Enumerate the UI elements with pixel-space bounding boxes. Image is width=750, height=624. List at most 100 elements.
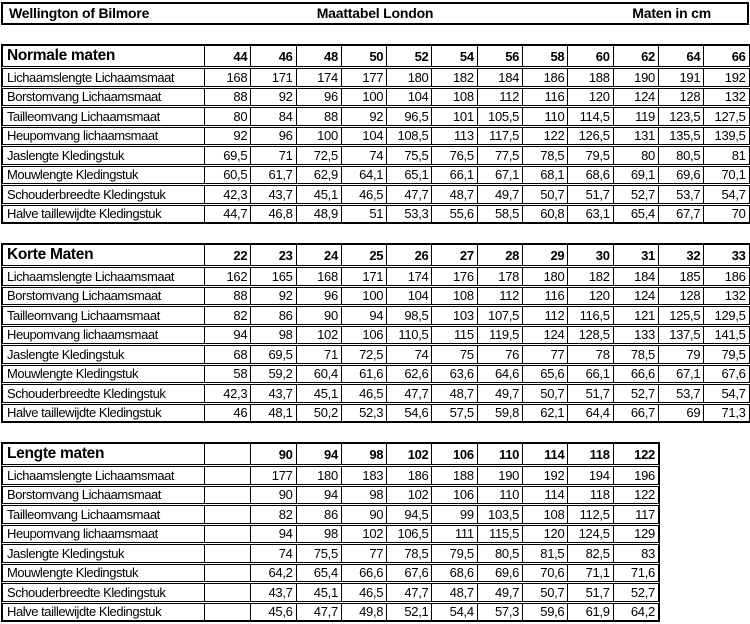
value-cell: 88 [233, 288, 248, 304]
size-header-cell: 25 [340, 245, 386, 265]
value-cell: 46 [233, 405, 248, 421]
value-cell: 52,7 [612, 385, 658, 402]
size-header-cell: 66 [703, 46, 748, 66]
document-title: Maattabel London [316, 5, 434, 21]
row-label: Tailleomvang Lichaamsmaat [3, 108, 205, 125]
table-row: Lichaamslengte Lichaamsmaat 177 180 183 186 1… [2, 466, 659, 485]
value-cell: 102 [386, 486, 431, 503]
value-cell: 59,8 [476, 404, 522, 421]
row-label: Lichaamslengte Lichaamsmaat [3, 467, 205, 484]
value-cell: 46,8 [250, 205, 295, 222]
value-cell: 190 [612, 69, 658, 86]
row-label: Schouderbreedte Kledingstuk [3, 385, 205, 402]
table-row: Jaslengte Kledingstuk 74 75,5 77 78,5 79,5 80,… [2, 544, 659, 563]
value-cell: 45,1 [295, 186, 341, 203]
value-cell: 182 [431, 69, 476, 86]
value-cell: 78,5 [612, 346, 658, 363]
value-cell: 196 [612, 467, 658, 484]
row-label: Jaslengte Kledingstuk [3, 147, 205, 164]
value-cell: 75,5 [295, 545, 341, 562]
blank-cell [205, 545, 250, 562]
value-cell: 99 [431, 506, 476, 523]
value-cell: 171 [340, 268, 386, 285]
table-row: Schouderbreedte Kledingstuk 43,7 45,1 46,5 4… [2, 583, 659, 602]
value-cell: 108 [522, 506, 567, 523]
size-header-cell: 50 [340, 46, 386, 66]
blank-cell [205, 506, 250, 523]
value-cell: 98,5 [386, 307, 431, 324]
document-title-bar: Wellington of Bilmore Maattabel London M… [1, 2, 749, 25]
size-header-cell: 48 [295, 46, 341, 66]
table-row: Borstomvang Lichaamsmaat 88 92 96 100 104 108 1… [2, 87, 750, 106]
size-header-cell: 94 [295, 444, 341, 464]
value-cell: 59,6 [522, 603, 567, 620]
value-cell: 116 [522, 287, 567, 304]
value-cell: 61,6 [340, 365, 386, 382]
value-cell: 82,5 [567, 545, 612, 562]
brand-name: Wellington of Bilmore [9, 5, 150, 21]
value-cell: 81,5 [522, 545, 567, 562]
value-cell: 46,5 [340, 186, 386, 203]
value-cell: 50,2 [295, 404, 341, 421]
value-cell: 192 [522, 467, 567, 484]
blank-header-cell [205, 444, 250, 464]
value-cell: 90 [295, 307, 341, 324]
value-cell: 47,7 [386, 385, 431, 402]
value-cell: 80,5 [657, 147, 703, 164]
value-cell: 66,6 [340, 564, 386, 581]
value-cell: 52,3 [340, 404, 386, 421]
table-row: Halve taillewijdte Kledingstuk 44,7 46,8 48… [2, 204, 750, 223]
table-title: Lengte maten [3, 444, 205, 464]
size-header-cell: 26 [386, 245, 431, 265]
value-cell: 82 [250, 506, 295, 523]
value-cell: 49,7 [476, 584, 522, 601]
value-cell: 45,6 [250, 603, 295, 620]
value-cell: 79 [657, 346, 703, 363]
value-cell: 121 [612, 307, 658, 324]
value-cell: 128,5 [567, 326, 612, 343]
value-cell: 74 [340, 147, 386, 164]
value-cell: 86 [295, 506, 341, 523]
value-cell: 49,7 [476, 186, 522, 203]
row-label: Jaslengte Kledingstuk [3, 346, 205, 363]
value-cell: 92 [250, 88, 295, 105]
value-cell: 44,7 [223, 206, 248, 222]
value-cell: 116,5 [567, 307, 612, 324]
size-header-cell: 90 [250, 444, 295, 464]
value-cell: 80 [233, 108, 248, 124]
value-cell: 70 [703, 205, 748, 222]
table-row: Tailleomvang Lichaamsmaat 82 86 90 94 98,5 103… [2, 306, 750, 325]
value-cell: 125,5 [657, 307, 703, 324]
size-header-cell: 44 [233, 48, 248, 64]
value-cell: 52,7 [612, 186, 658, 203]
value-cell: 75,5 [386, 147, 431, 164]
value-cell: 68,1 [522, 166, 567, 183]
value-cell: 74 [250, 545, 295, 562]
size-table-korte-maten: Korte Maten 22 23 24 25 26 27 28 29 30 31 32 33 Licha… [1, 243, 750, 423]
value-cell: 132 [703, 88, 748, 105]
value-cell: 119,5 [476, 326, 522, 343]
row-label: Schouderbreedte Kledingstuk [3, 584, 205, 601]
row-label: Halve taillewijdte Kledingstuk [3, 404, 205, 421]
value-cell: 129,5 [703, 307, 748, 324]
value-cell: 48,7 [431, 385, 476, 402]
table-row: Jaslengte Kledingstuk 69,5 71 72,5 74 75,5 76,… [2, 146, 750, 165]
value-cell: 67,6 [703, 365, 748, 382]
row-label: Lichaamslengte Lichaamsmaat [3, 69, 205, 86]
value-cell: 120 [567, 88, 612, 105]
value-cell: 131 [612, 127, 658, 144]
value-cell: 49,7 [476, 385, 522, 402]
value-cell: 124 [612, 287, 658, 304]
value-cell: 65,4 [612, 205, 658, 222]
row-label: Lichaamslengte Lichaamsmaat [3, 268, 205, 285]
value-cell: 66,1 [567, 365, 612, 382]
value-cell: 110 [476, 486, 522, 503]
row-label: Schouderbreedte Kledingstuk [3, 186, 205, 203]
value-cell: 94 [250, 525, 295, 542]
value-cell: 106 [431, 486, 476, 503]
value-cell: 86 [250, 307, 295, 324]
value-cell: 133 [612, 326, 658, 343]
value-cell: 71,6 [612, 564, 658, 581]
value-cell: 110,5 [386, 326, 431, 343]
size-header-cell: 122 [612, 444, 658, 464]
